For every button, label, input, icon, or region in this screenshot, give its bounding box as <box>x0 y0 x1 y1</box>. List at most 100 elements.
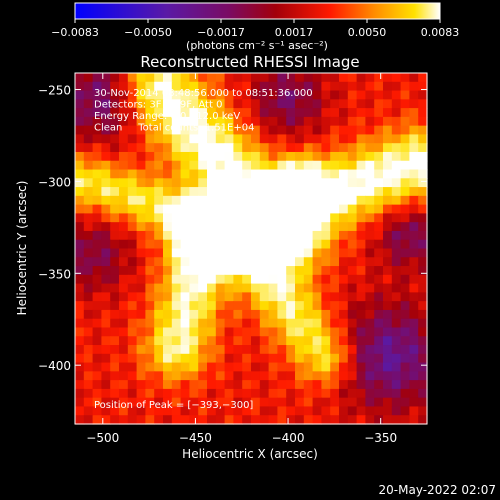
colorbar: −0.0083 −0.0050 −0.0017 0.0017 0.0050 0.0083 … <box>51 2 459 52</box>
heatmap-cell <box>374 274 384 285</box>
heatmap-cell <box>391 195 402 206</box>
heatmap-cell <box>339 336 349 346</box>
heatmap-cell <box>136 90 146 100</box>
heatmap-cell <box>347 178 358 188</box>
heatmap-cell <box>110 415 120 425</box>
heatmap-cell <box>207 213 217 223</box>
heatmap-cell <box>356 353 366 364</box>
heatmap-cell <box>92 230 102 241</box>
heatmap-cell <box>312 301 322 311</box>
heatmap-cell <box>242 73 252 83</box>
heatmap-cell <box>198 371 208 381</box>
heatmap-cell <box>127 380 138 390</box>
heatmap-cell <box>374 195 384 206</box>
heatmap-cell <box>92 415 102 425</box>
heatmap-cell <box>259 406 270 416</box>
colorbar-ticks: −0.0083 −0.0050 −0.0017 0.0017 0.0050 0.0083 <box>51 19 459 39</box>
heatmap-cell <box>119 248 129 258</box>
heatmap-cell <box>330 248 340 258</box>
heatmap-cell <box>163 108 173 118</box>
heatmap-cell <box>356 125 366 136</box>
heatmap-cell <box>119 187 129 197</box>
heatmap-cell <box>119 73 129 83</box>
heatmap-cell <box>101 230 111 241</box>
heatmap-cell <box>409 301 419 311</box>
heatmap-cell <box>268 274 278 285</box>
heatmap-cell <box>189 397 199 408</box>
heatmap-cell <box>391 327 402 337</box>
heatmap-cell <box>286 336 296 346</box>
heatmap-cell <box>374 266 384 276</box>
heatmap-cell <box>233 143 243 153</box>
heatmap-cell <box>277 336 287 346</box>
heatmap-cell <box>339 388 349 399</box>
heatmap-cell <box>224 178 234 188</box>
heatmap-cell <box>268 239 278 250</box>
heatmap-cell <box>330 169 340 179</box>
heatmap-cell <box>391 362 402 372</box>
heatmap-cell <box>163 371 173 381</box>
heatmap-cell <box>215 415 226 425</box>
heatmap-cell <box>180 108 190 118</box>
heatmap-cell <box>189 134 199 144</box>
heatmap-cell <box>127 415 138 425</box>
heatmap-cell <box>400 397 410 408</box>
heatmap-cell <box>92 239 102 250</box>
heatmap-cell <box>330 143 340 153</box>
heatmap-cell <box>365 318 375 329</box>
heatmap-cell <box>180 90 190 100</box>
heatmap-cell <box>101 134 111 144</box>
heatmap-cell <box>92 204 102 215</box>
heatmap-cell <box>268 283 278 293</box>
heatmap-cell <box>215 248 226 258</box>
heatmap-cell <box>215 283 226 293</box>
heatmap-cell <box>207 318 217 329</box>
heatmap-cell <box>347 274 358 285</box>
heatmap-cell <box>215 134 226 144</box>
heatmap-cell <box>154 318 164 329</box>
heatmap-cell <box>207 151 217 162</box>
heatmap-cell <box>83 134 94 144</box>
heatmap-cell <box>365 380 375 390</box>
heatmap-cell <box>251 204 261 215</box>
heatmap-cell <box>356 116 366 127</box>
heatmap-cell <box>224 309 234 320</box>
heatmap-cell <box>154 406 164 416</box>
heatmap-cell <box>356 336 366 346</box>
heatmap-cell <box>171 160 182 171</box>
heatmap-cell <box>339 415 349 425</box>
heatmap-cell <box>295 213 305 223</box>
heatmap-cell <box>119 336 129 346</box>
heatmap-cell <box>145 81 155 92</box>
heatmap-cell <box>207 380 217 390</box>
heatmap-cell <box>180 266 190 276</box>
heatmap-cell <box>295 143 305 153</box>
heatmap-cell <box>127 327 138 337</box>
heatmap-cell <box>251 257 261 267</box>
heatmap-cell <box>330 345 340 355</box>
heatmap-cell <box>180 353 190 364</box>
heatmap-cell <box>365 345 375 355</box>
heatmap-cell <box>418 274 428 285</box>
heatmap-cell <box>312 169 322 179</box>
heatmap-cell <box>330 160 340 171</box>
heatmap-cell <box>321 406 331 416</box>
heatmap-cell <box>295 257 305 267</box>
heatmap-cell <box>127 125 138 136</box>
heatmap-cell <box>303 371 314 381</box>
heatmap-cell <box>356 178 366 188</box>
heatmap-cell <box>356 318 366 329</box>
heatmap-cell <box>268 406 278 416</box>
heatmap-cell <box>119 309 129 320</box>
heatmap-cell <box>356 204 366 215</box>
heatmap-cell <box>171 178 182 188</box>
heatmap-cell <box>303 239 314 250</box>
heatmap-cell <box>277 388 287 399</box>
heatmap-cell <box>136 248 146 258</box>
heatmap-cell <box>127 143 138 153</box>
heatmap-cell <box>207 169 217 179</box>
heatmap-cell <box>383 309 393 320</box>
heatmap-cell <box>224 388 234 399</box>
heatmap-cell <box>356 274 366 285</box>
heatmap-cell <box>224 371 234 381</box>
